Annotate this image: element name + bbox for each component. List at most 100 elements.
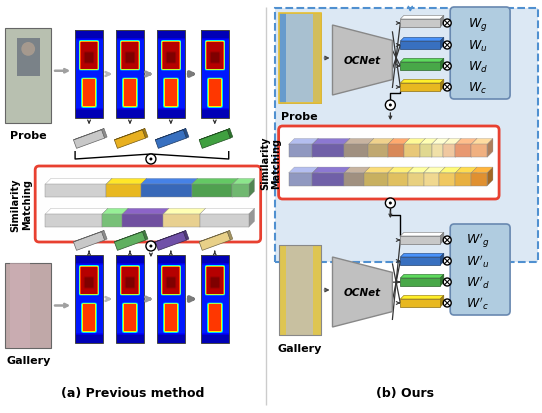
- Text: $W'_d$: $W'_d$: [466, 274, 489, 291]
- Bar: [312, 145, 344, 158]
- Polygon shape: [249, 209, 255, 228]
- Polygon shape: [143, 129, 148, 139]
- Polygon shape: [401, 17, 444, 20]
- Polygon shape: [74, 131, 105, 149]
- Polygon shape: [45, 209, 108, 215]
- Bar: [116, 255, 144, 343]
- Polygon shape: [106, 179, 112, 198]
- Bar: [431, 145, 443, 158]
- Text: $W'_g$: $W'_g$: [466, 231, 489, 249]
- Bar: [401, 236, 440, 244]
- Polygon shape: [101, 129, 107, 139]
- Polygon shape: [183, 129, 189, 139]
- Polygon shape: [199, 129, 230, 140]
- Polygon shape: [401, 38, 444, 42]
- Polygon shape: [420, 139, 425, 158]
- Text: OCNet: OCNet: [344, 287, 381, 297]
- Bar: [471, 173, 487, 186]
- Polygon shape: [155, 232, 186, 251]
- Polygon shape: [431, 139, 449, 145]
- Bar: [313, 14, 320, 104]
- Bar: [443, 145, 455, 158]
- Text: $W_g$: $W_g$: [468, 15, 487, 33]
- Polygon shape: [440, 254, 444, 266]
- Polygon shape: [200, 209, 205, 228]
- Circle shape: [150, 158, 152, 161]
- Polygon shape: [74, 232, 105, 251]
- Bar: [5, 263, 51, 348]
- Circle shape: [385, 199, 395, 209]
- Polygon shape: [155, 129, 186, 140]
- Polygon shape: [74, 231, 104, 242]
- Bar: [106, 185, 141, 198]
- Bar: [420, 145, 431, 158]
- Bar: [141, 185, 192, 198]
- Bar: [404, 145, 420, 158]
- Bar: [116, 31, 144, 119]
- Text: Probe: Probe: [281, 112, 318, 122]
- Circle shape: [443, 257, 451, 266]
- Polygon shape: [183, 231, 189, 240]
- Bar: [364, 173, 388, 186]
- FancyBboxPatch shape: [450, 8, 510, 100]
- Polygon shape: [288, 168, 318, 173]
- Bar: [122, 215, 163, 228]
- Text: $W_c$: $W_c$: [468, 80, 487, 95]
- Bar: [471, 145, 487, 158]
- Circle shape: [389, 104, 392, 107]
- Polygon shape: [471, 139, 477, 158]
- Polygon shape: [401, 296, 444, 299]
- Polygon shape: [332, 26, 392, 96]
- Text: Probe: Probe: [10, 131, 47, 141]
- Polygon shape: [440, 275, 444, 286]
- Bar: [45, 215, 102, 228]
- Bar: [388, 173, 408, 186]
- Polygon shape: [192, 179, 238, 185]
- Polygon shape: [312, 139, 318, 158]
- Text: $W_d$: $W_d$: [468, 59, 487, 74]
- Polygon shape: [249, 179, 255, 198]
- Polygon shape: [199, 232, 230, 251]
- Polygon shape: [192, 179, 197, 198]
- Bar: [45, 185, 106, 198]
- Bar: [157, 31, 185, 119]
- Bar: [440, 173, 455, 186]
- Bar: [344, 145, 368, 158]
- Polygon shape: [102, 209, 128, 215]
- Bar: [455, 145, 471, 158]
- Bar: [279, 14, 320, 104]
- Polygon shape: [440, 17, 444, 28]
- Circle shape: [443, 278, 451, 286]
- Polygon shape: [487, 168, 493, 186]
- FancyBboxPatch shape: [35, 166, 261, 242]
- Polygon shape: [122, 209, 169, 215]
- Polygon shape: [455, 168, 477, 173]
- Circle shape: [146, 154, 156, 165]
- Circle shape: [443, 42, 451, 50]
- Polygon shape: [74, 129, 104, 140]
- Circle shape: [443, 20, 451, 28]
- Text: (b) Ours: (b) Ours: [376, 386, 434, 399]
- Bar: [401, 20, 440, 28]
- Text: Gallery: Gallery: [6, 355, 50, 365]
- Polygon shape: [471, 139, 493, 145]
- Polygon shape: [233, 179, 238, 198]
- Bar: [455, 173, 471, 186]
- Bar: [368, 145, 388, 158]
- Polygon shape: [424, 168, 429, 186]
- Bar: [233, 185, 249, 198]
- Bar: [401, 278, 440, 286]
- Circle shape: [443, 84, 451, 92]
- Polygon shape: [487, 139, 493, 158]
- Polygon shape: [388, 168, 393, 186]
- FancyBboxPatch shape: [275, 9, 538, 262]
- Polygon shape: [401, 254, 444, 257]
- Polygon shape: [424, 168, 446, 173]
- Bar: [201, 31, 229, 119]
- Polygon shape: [312, 168, 318, 186]
- Polygon shape: [344, 139, 374, 145]
- Polygon shape: [401, 275, 444, 278]
- Bar: [401, 42, 440, 50]
- Bar: [200, 215, 249, 228]
- Polygon shape: [455, 168, 461, 186]
